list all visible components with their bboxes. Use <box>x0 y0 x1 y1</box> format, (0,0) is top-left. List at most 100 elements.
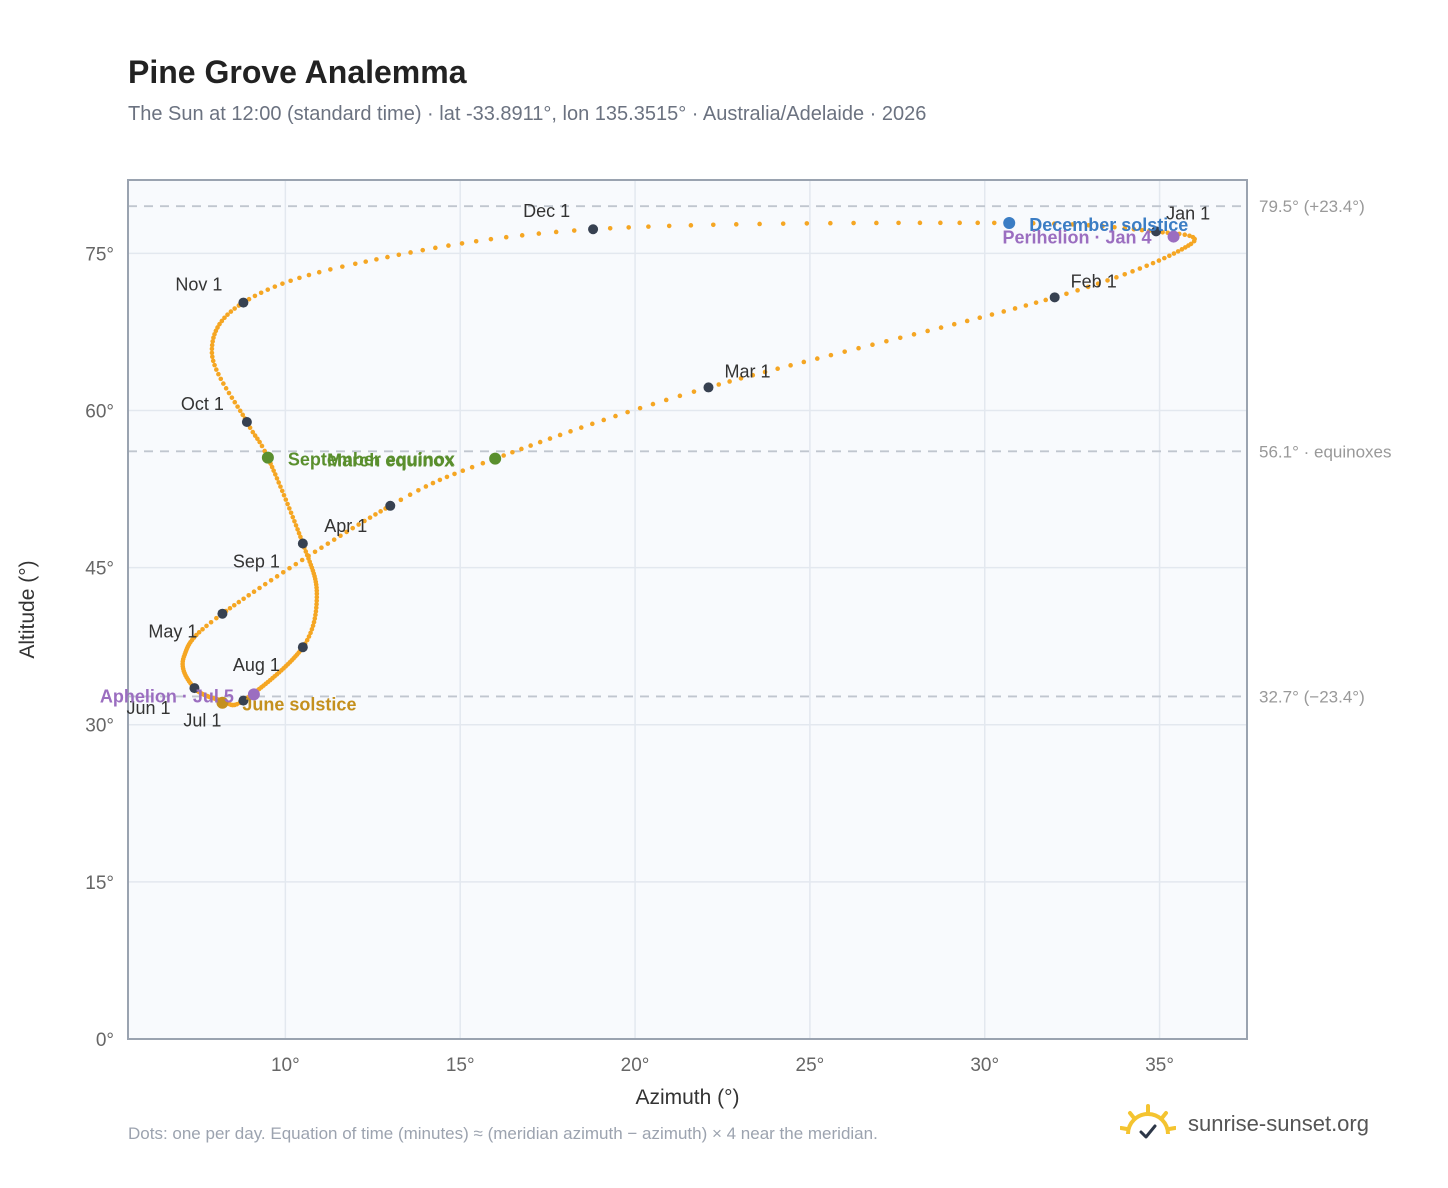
daily-dot <box>209 350 215 356</box>
daily-dot <box>1156 258 1162 263</box>
daily-dot <box>757 221 762 227</box>
reference-line-label: 79.5° (+23.4°) <box>1259 197 1365 216</box>
daily-dot <box>650 401 656 407</box>
daily-dot <box>216 371 221 377</box>
reference-line-label: 56.1° · equinoxes <box>1259 442 1392 461</box>
daily-dot <box>444 474 450 480</box>
daily-dot <box>1131 226 1137 232</box>
daily-dot <box>1075 288 1080 293</box>
daily-dot <box>814 356 820 361</box>
daily-dot <box>374 257 379 262</box>
daily-dot <box>247 425 253 430</box>
daily-dot <box>297 275 302 281</box>
daily-dot <box>1085 284 1091 290</box>
daily-dot <box>1051 221 1057 226</box>
daily-dot <box>325 541 331 546</box>
daily-dot <box>1122 225 1128 231</box>
daily-dot <box>217 321 222 327</box>
plot-frame <box>127 179 1248 1040</box>
brand-name: sunrise-sunset.org <box>1188 1111 1369 1136</box>
daily-dot <box>257 585 262 591</box>
daily-dot <box>1144 263 1149 269</box>
month-label: Mar 1 <box>724 361 770 381</box>
daily-dot <box>295 527 300 532</box>
daily-dot <box>204 623 209 629</box>
daily-dot <box>396 252 402 258</box>
x-tick-label: 20° <box>621 1055 650 1076</box>
daily-dot <box>1043 297 1049 303</box>
daily-dot <box>227 605 233 611</box>
daily-dot <box>1182 245 1188 250</box>
daily-dot <box>229 395 235 400</box>
daily-dot <box>356 522 361 527</box>
daily-dot <box>222 315 227 321</box>
daily-dot <box>328 267 333 272</box>
daily-dot <box>278 484 283 489</box>
daily-dot <box>259 443 265 449</box>
daily-dot <box>1191 238 1197 244</box>
daily-dot <box>312 616 318 621</box>
footnote: Dots: one per day. Equation of time (min… <box>128 1124 878 1143</box>
daily-dot <box>210 358 216 364</box>
daily-dot <box>578 425 584 430</box>
daily-dot <box>452 471 457 477</box>
daily-dot <box>637 405 643 411</box>
daily-dot <box>350 525 356 531</box>
daily-dot <box>925 328 930 334</box>
daily-dot <box>280 281 285 286</box>
daily-dot <box>553 229 559 235</box>
daily-dot <box>228 309 234 314</box>
daily-dot <box>331 537 337 542</box>
daily-dot <box>1012 306 1018 311</box>
daily-dot <box>221 381 226 386</box>
daily-dot <box>1179 247 1185 252</box>
daily-dot <box>727 379 732 384</box>
daily-dot <box>1001 309 1007 314</box>
daily-dot <box>311 619 317 625</box>
month-marker <box>297 642 308 653</box>
daily-dot <box>292 518 297 524</box>
daily-dot <box>218 376 224 382</box>
daily-dot <box>252 433 258 438</box>
month-label: May 1 <box>148 622 197 642</box>
daily-dot <box>1162 255 1167 261</box>
daily-dot <box>252 293 258 299</box>
daily-dot <box>626 225 631 230</box>
daily-dot <box>964 318 970 324</box>
daily-dot <box>788 363 793 368</box>
daily-dot <box>407 492 413 497</box>
daily-dot <box>884 338 889 344</box>
daily-dot <box>917 220 923 226</box>
daily-dot <box>433 245 438 251</box>
daily-dot <box>290 514 296 520</box>
daily-dot <box>1105 278 1110 283</box>
daily-dot <box>828 352 834 358</box>
daily-dot <box>613 413 618 419</box>
daily-dot <box>236 599 242 605</box>
event-label: September equinox <box>288 450 455 470</box>
month-marker <box>297 538 308 549</box>
daily-dot <box>344 529 349 535</box>
daily-dot <box>296 530 302 536</box>
brand-logo[interactable]: sunrise-sunset.org <box>1120 1104 1369 1144</box>
y-tick-label: 15° <box>85 873 114 894</box>
reference-line-label: 32.7° (−23.4°) <box>1259 687 1365 706</box>
daily-dot <box>851 220 856 226</box>
daily-dot <box>288 510 294 516</box>
month-marker <box>588 224 599 235</box>
daily-dot <box>373 512 378 517</box>
daily-dot <box>775 366 780 371</box>
daily-dot <box>1139 227 1145 233</box>
daily-dot <box>536 231 542 236</box>
daily-dot <box>309 626 315 632</box>
daily-dot <box>991 220 997 226</box>
daily-dot <box>469 464 475 470</box>
daily-dot <box>437 477 443 483</box>
daily-dot <box>281 492 287 498</box>
daily-dot <box>1171 251 1177 256</box>
daily-dot <box>480 460 486 466</box>
event-marker <box>216 696 229 709</box>
daily-dot <box>430 480 436 486</box>
month-marker <box>241 416 252 427</box>
daily-dot <box>312 549 318 555</box>
